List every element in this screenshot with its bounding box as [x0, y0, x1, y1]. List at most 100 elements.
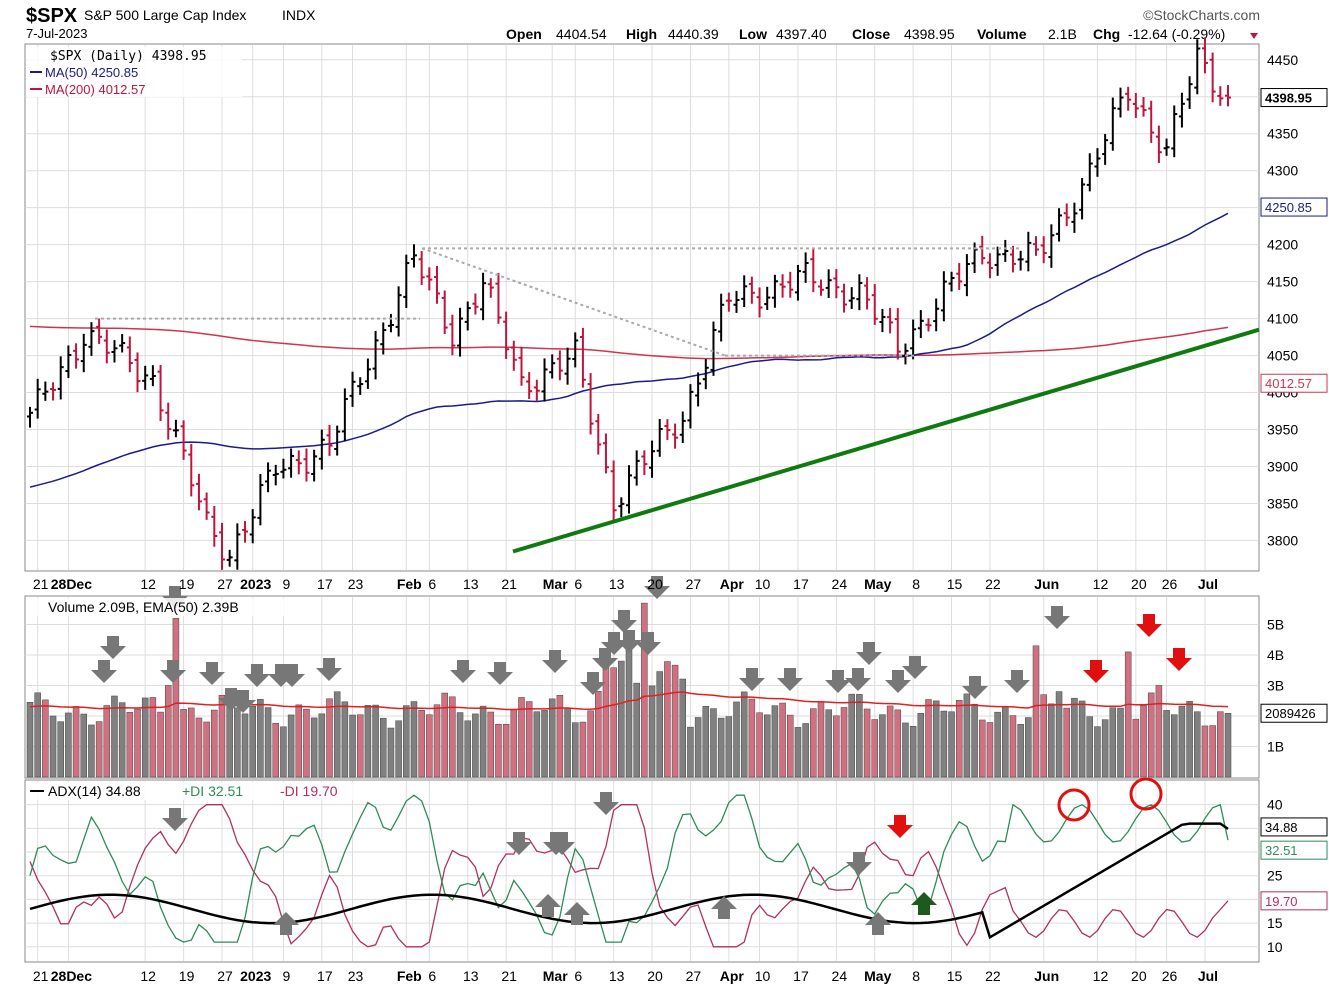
volume-bar	[287, 714, 295, 778]
price-tick-label: 3900	[1267, 458, 1298, 474]
volume-bar	[218, 694, 226, 778]
time-axis-label: 2023	[240, 576, 271, 592]
ohlc-bar	[633, 450, 640, 486]
volume-bar	[687, 726, 694, 778]
volume-bar	[771, 705, 779, 778]
volume-value: 2.1B	[1048, 26, 1077, 42]
volume-bar	[49, 715, 57, 778]
ohlc-bar	[986, 253, 993, 279]
adx-up-arrow-icon	[535, 894, 561, 917]
time-axis-label: 22	[985, 576, 1001, 592]
ohlc-bar	[257, 473, 264, 526]
volume-bar	[141, 697, 149, 778]
time-axis-label: 20	[647, 968, 663, 984]
volume-bar	[518, 697, 525, 778]
ohlc-bar	[426, 267, 433, 291]
volume-down-arrow-icon	[962, 676, 988, 699]
time-axis-label: 10	[755, 968, 771, 984]
ohlc-bar	[1178, 92, 1185, 128]
ohlc-bar	[1201, 37, 1208, 74]
volume-bar	[495, 724, 502, 778]
time-axis-label: 6	[574, 576, 582, 592]
ohlc-bar	[641, 450, 648, 476]
volume-bar	[833, 715, 840, 778]
low-label: Low	[739, 26, 767, 42]
volume-bar	[633, 682, 640, 778]
legend-price: $SPX (Daily) 4398.95	[50, 49, 207, 64]
ohlc-bar	[1025, 231, 1032, 272]
volume-down-arrow-icon	[316, 658, 342, 681]
volume-bar	[380, 717, 387, 778]
volume-bar	[679, 678, 687, 778]
ohlc-bar	[318, 429, 325, 470]
ma200-tag: 4012.57	[1265, 376, 1312, 391]
volume-down-arrow-icon	[580, 672, 606, 695]
ohlc-bar	[994, 246, 1001, 276]
ohlc-bar	[341, 388, 348, 441]
time-axis-label: 20	[647, 576, 663, 592]
volume-bar	[979, 719, 986, 778]
volume-bar	[333, 691, 341, 778]
volume-bar	[1201, 725, 1209, 778]
ohlc-bar	[410, 244, 417, 268]
volume-bar	[418, 710, 425, 778]
time-axis-label: 28Dec	[51, 576, 92, 592]
time-axis-label: Jun	[1034, 576, 1059, 592]
ohlc-bar	[1225, 84, 1231, 107]
volume-bar	[656, 671, 663, 778]
ohlc-bar	[103, 329, 110, 364]
volume-bar	[825, 709, 832, 778]
volume-bar	[740, 691, 748, 778]
ohlc-bar	[441, 290, 448, 334]
ohlc-bar	[472, 293, 479, 315]
ohlc-bar	[495, 273, 502, 324]
time-axis-label: 27	[686, 576, 702, 592]
adx-up-arrow-icon	[273, 912, 299, 935]
ohlc-bar	[695, 372, 702, 407]
volume-tag: 2089426	[1265, 706, 1316, 721]
volume-bar	[1178, 705, 1186, 778]
volume-down-arrow-icon	[856, 642, 882, 665]
ma200-tag-box	[1260, 373, 1328, 393]
ma50-line	[29, 212, 1229, 488]
time-axis-label: 24	[832, 968, 848, 984]
volume-bar	[595, 691, 602, 778]
ohlc-bar	[902, 343, 909, 365]
volume-bar	[326, 698, 333, 778]
adx-tick-label: 15	[1267, 915, 1283, 931]
ohlc-bar	[1163, 138, 1170, 156]
time-axis-label: 13	[463, 576, 479, 592]
volume-bar	[932, 700, 940, 778]
ohlc-bar	[272, 464, 279, 486]
time-axis-label: 12	[140, 968, 156, 984]
volume-bar	[1086, 716, 1094, 778]
volume-down-arrow-icon	[279, 664, 305, 687]
volume-down-arrow-icon	[845, 668, 871, 691]
ohlc-bar	[1117, 87, 1124, 118]
volume-bar	[1063, 707, 1070, 778]
time-axis-label: Feb	[397, 576, 422, 592]
price-bars	[27, 37, 1231, 570]
ohlc-bar	[687, 384, 694, 429]
time-axis-label: 21	[33, 968, 49, 984]
ohlc-bar	[96, 318, 103, 344]
volume-bar	[618, 660, 625, 778]
ohlc-bar	[725, 292, 732, 312]
volume-bar	[1094, 726, 1101, 778]
volume-bar	[548, 698, 556, 778]
ohlc-bar	[579, 327, 586, 388]
ohlc-bar	[1002, 239, 1009, 262]
ohlc-bar	[242, 521, 249, 543]
volume-bar	[1117, 707, 1124, 778]
open-label: Open	[506, 26, 542, 42]
ohlc-bar	[1109, 97, 1116, 151]
ohlc-bar	[303, 448, 310, 482]
volume-bar	[410, 701, 418, 778]
volume-bar	[1132, 718, 1140, 778]
volume-down-arrow-icon	[616, 630, 642, 653]
time-axis-label: 24	[832, 576, 848, 592]
volume-label: Volume	[977, 26, 1027, 42]
volume-bar	[533, 711, 541, 778]
high-value: 4440.39	[668, 26, 719, 42]
ohlc-bar	[487, 278, 494, 298]
